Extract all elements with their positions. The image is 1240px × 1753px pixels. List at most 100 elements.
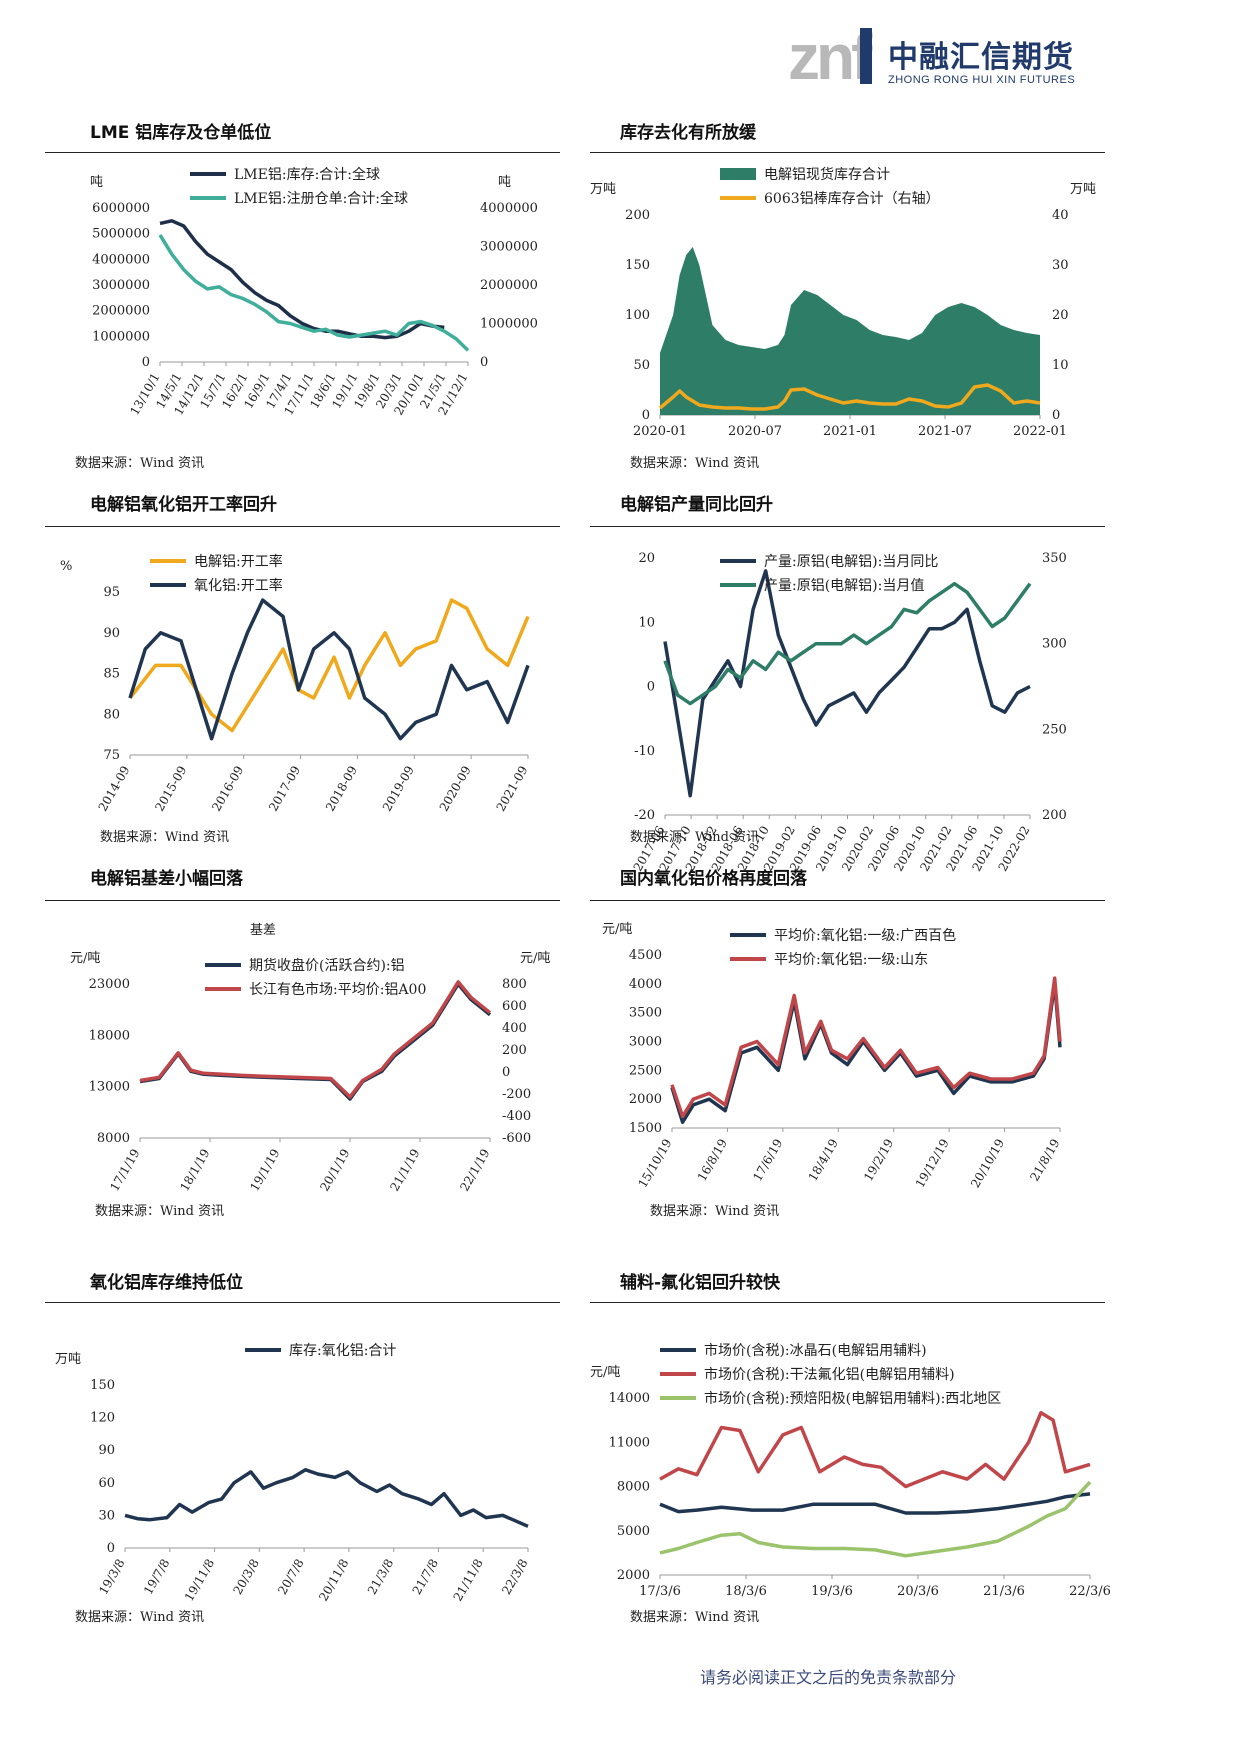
y-tick-label-left: 5000: [617, 1524, 650, 1539]
data-source: 数据来源：Wind 资讯: [650, 1204, 780, 1219]
y-unit-left: 万吨: [55, 1352, 81, 1367]
x-tick-label: 20/1/19: [317, 1147, 352, 1194]
legend-label: 产量:原铝(电解铝):当月同比: [764, 554, 938, 570]
y-tick-label-right: 10: [1052, 358, 1069, 373]
y-unit-left: 吨: [90, 175, 103, 190]
chart-4: -20-10010202002503003502017-062017-10201…: [631, 551, 1067, 874]
y-tick-label-left: 150: [90, 1378, 115, 1393]
legend-label: 市场价(含税):预焙阳极(电解铝用辅料):西北地区: [704, 1390, 1001, 1407]
legend-label: 平均价:氧化铝:一级:广西百色: [774, 927, 956, 944]
section-title: 氧化铝库存维持低位: [90, 1273, 243, 1293]
y-tick-label-left: 4500: [629, 948, 662, 963]
y-tick-label-left: 18000: [89, 1028, 130, 1043]
data-source: 数据来源：Wind 资讯: [95, 1204, 225, 1219]
company-name-en: ZHONG RONG HUI XIN FUTURES: [888, 74, 1076, 86]
x-tick-label: 21/11/8: [451, 1557, 486, 1604]
y-tick-label-left: 10: [638, 615, 655, 630]
y-tick-label-left: 2000: [617, 1568, 650, 1583]
x-tick-label: 2018-09: [323, 764, 360, 814]
y-unit-left: 元/吨: [602, 922, 632, 937]
x-tick-label: 2015-09: [152, 764, 189, 814]
series-line: [128, 598, 530, 733]
y-tick-label-right: 250: [1042, 722, 1067, 737]
y-unit-left: 元/吨: [70, 951, 100, 966]
x-tick-label: 19/12/19: [913, 1137, 952, 1191]
y-tick-label-right: 1000000: [480, 317, 538, 332]
series-line: [663, 569, 1031, 798]
chart-5: 8000 13000 18000 23000 -600 -400 -200 0 200 400 60…: [70, 923, 550, 1194]
series-line: [128, 598, 530, 741]
y-tick-label-right: 600: [502, 999, 527, 1014]
section-title: LME 铝库存及仓单低位: [90, 123, 272, 143]
legend-label: 氧化铝:开工率: [194, 577, 283, 594]
y-tick-label-left: 100: [625, 308, 650, 323]
x-tick-label: 19/7/8: [141, 1557, 172, 1597]
y-tick-label-left: 1500: [629, 1121, 662, 1136]
y-tick-label-left: 30: [98, 1508, 115, 1523]
y-unit-left: %: [60, 559, 72, 574]
legend-label: 平均价:氧化铝:一级:山东: [774, 952, 928, 968]
x-tick-label: 20/3/8: [230, 1557, 261, 1597]
x-tick-label: 19/3/8: [96, 1557, 127, 1597]
x-tick-label: 21/1/19: [387, 1147, 422, 1194]
section-title: 辅料-氟化铝回升较快: [620, 1273, 781, 1293]
y-tick-label-left: 4000000: [92, 252, 150, 267]
x-tick-label: 2020-09: [437, 764, 474, 814]
series-line: [659, 1411, 1091, 1489]
y-tick-label-left: 3500: [629, 1006, 662, 1021]
y-tick-label-left: 20: [638, 551, 655, 566]
x-tick-label: 20/7/8: [275, 1557, 306, 1597]
chart-8: 2000 5000 8000 11000 14000 元/吨 17/3/6 18/3/6 19/…: [590, 1342, 1111, 1599]
x-tick-label: 2021-09: [494, 764, 531, 814]
legend-label: 市场价(含税):冰晶石(电解铝用辅料): [704, 1342, 927, 1359]
legend-label: 期货收盘价(活跃合约):铝: [249, 957, 405, 974]
y-tick-label-left: 2000000: [92, 304, 150, 319]
chart-6: 1500 2000 2500 3000 3500 4000 4500 元/吨 15/10/19 1…: [602, 922, 1063, 1190]
y-tick-label-right: 350: [1042, 551, 1067, 566]
x-tick-label: 19/2/19: [861, 1137, 896, 1184]
y-tick-label-left: 90: [103, 626, 120, 641]
data-source: 数据来源：Wind 资讯: [75, 1610, 205, 1625]
x-tick-label: 2020-01: [633, 424, 687, 439]
y-tick-label-right: 20: [1052, 308, 1069, 323]
section-title: 电解铝产量同比回升: [620, 495, 773, 515]
series-area: [660, 247, 1040, 415]
y-tick-label-left: 85: [103, 667, 120, 682]
legend-label: LME铝:库存:合计:全球: [234, 166, 380, 183]
legend-label: 6063铝棒库存合计（右轴）: [764, 191, 940, 207]
data-source: 数据来源：Wind 资讯: [630, 1610, 760, 1625]
x-tick-label: 16/8/19: [695, 1137, 730, 1184]
series-line: [663, 581, 1032, 706]
y-tick-label-left: 50: [633, 358, 650, 373]
x-tick-label: 19/1/19: [247, 1147, 282, 1194]
y-tick-label-right: 0: [480, 355, 488, 370]
y-unit-right: 吨: [498, 175, 511, 190]
x-tick-label: 20/3/6: [897, 1584, 939, 1599]
y-tick-label-left: 3000: [629, 1035, 662, 1050]
data-source: 数据来源：Wind 资讯: [75, 456, 205, 471]
y-tick-label-left: 11000: [609, 1435, 650, 1450]
x-tick-label: 18/1/19: [177, 1147, 212, 1194]
chart-1: 0 1000000 2000000 3000000 4000000 5000000 6000…: [90, 166, 538, 418]
section-divider: [45, 152, 560, 153]
section-divider: [590, 152, 1105, 153]
x-tick-label: 15/10/19: [636, 1137, 675, 1191]
x-tick-label: 20/10/19: [968, 1137, 1007, 1191]
y-unit-right: 元/吨: [520, 951, 550, 966]
y-tick-label-right: 400: [502, 1021, 527, 1036]
y-tick-label-left: 13000: [89, 1080, 130, 1095]
x-tick-label: 2020-07: [728, 424, 782, 439]
y-tick-label-right: 300: [1042, 637, 1067, 652]
x-tick-label: 22/3/6: [1069, 1584, 1111, 1599]
x-tick-label: 22/1/19: [457, 1147, 492, 1194]
y-label-center: 基差: [250, 923, 276, 938]
y-tick-label-left: -10: [634, 744, 655, 759]
y-tick-label-left: 14000: [609, 1391, 650, 1406]
x-tick-label: 21/8/19: [1027, 1137, 1062, 1184]
data-source: 数据来源：Wind 资讯: [630, 830, 760, 845]
y-tick-label-left: 200: [625, 208, 650, 223]
legend-label: 库存:氧化铝:合计: [289, 1343, 396, 1359]
y-tick-label-right: 40: [1052, 208, 1069, 223]
disclaimer-footer: 请务必阅读正文之后的免责条款部分: [700, 1668, 957, 1687]
y-tick-label-right: 4000000: [480, 201, 538, 216]
